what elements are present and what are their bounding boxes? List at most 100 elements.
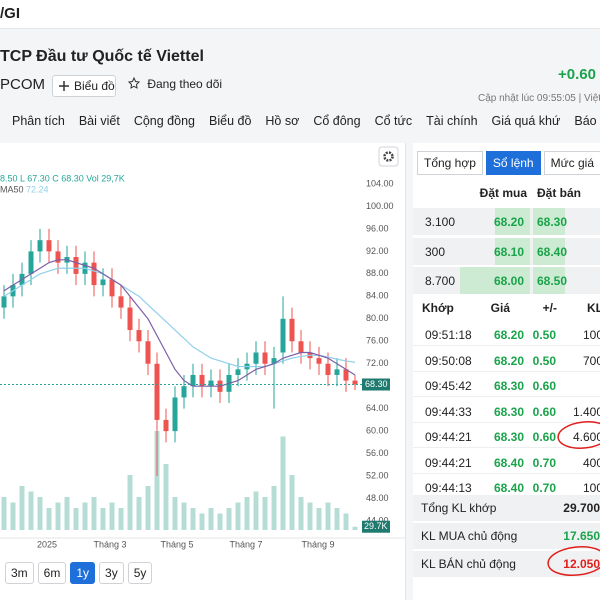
range-button[interactable]: 6m bbox=[37, 562, 67, 584]
ask-price: 68.30 bbox=[537, 215, 568, 229]
ticker: /GI bbox=[0, 5, 21, 22]
volume-bar bbox=[19, 486, 25, 530]
volume-bar bbox=[253, 491, 259, 530]
trade-price: 68.20 bbox=[493, 328, 524, 342]
trade-row-line bbox=[413, 396, 600, 397]
range-button[interactable]: 1y bbox=[70, 562, 96, 584]
candle-body bbox=[46, 240, 52, 252]
follow-button[interactable]: Đang theo dõi bbox=[127, 76, 223, 91]
nav-tabs: Phân tích Bài viết Cộng đồng Biểu đồ Hồ sơ Cổ… bbox=[12, 114, 600, 128]
summary-value: 29.700 bbox=[563, 501, 600, 515]
bid-price: 68.10 bbox=[493, 244, 524, 259]
candle-body bbox=[172, 397, 178, 432]
nav-tab[interactable]: Cổ tức bbox=[374, 114, 413, 128]
trade-price: 68.20 bbox=[493, 353, 524, 368]
range-button[interactable]: 5y bbox=[127, 562, 153, 584]
volume-bar bbox=[163, 464, 169, 530]
chart-panel: 8.50 L 67.30 C 68.30 Vol 29,7K MA50 72.24 4… bbox=[0, 143, 406, 600]
trade-volume: 4.600 bbox=[572, 430, 600, 444]
trade-price: 68.30 bbox=[493, 379, 524, 393]
trade-volume: 1.400 bbox=[572, 404, 600, 419]
candle-body bbox=[253, 352, 259, 364]
volume-bar bbox=[262, 497, 268, 530]
nav-tab[interactable]: Báo cáo bbox=[574, 114, 600, 128]
trade-price: 68.40 bbox=[493, 481, 524, 495]
x-tick-label: Tháng 3 bbox=[93, 539, 126, 549]
bid-volume: 8.700 bbox=[425, 274, 456, 288]
add-chart-button[interactable]: Biểu đồ bbox=[52, 75, 116, 97]
order-tab[interactable]: Mức giá bbox=[543, 151, 600, 175]
volume-bar bbox=[217, 513, 223, 530]
nav-tab[interactable]: Biểu đồ bbox=[209, 114, 252, 128]
trade-row-line bbox=[413, 345, 600, 346]
trade-change: 0.50 bbox=[532, 328, 556, 342]
volume-bar bbox=[298, 497, 304, 530]
order-tab[interactable]: Sổ lệnh bbox=[485, 151, 541, 175]
y-tick-label: 76.00 bbox=[366, 336, 389, 346]
candle-body bbox=[163, 419, 169, 432]
follow-icon bbox=[127, 76, 141, 89]
ask-highlight bbox=[533, 267, 565, 294]
volume-bar bbox=[235, 502, 241, 530]
x-tick-label: Tháng 5 bbox=[160, 539, 193, 549]
bid-volume: 3.100 bbox=[425, 215, 456, 229]
volume-bar bbox=[55, 502, 61, 530]
candle-body bbox=[316, 358, 322, 364]
candle-body bbox=[28, 251, 34, 274]
trade-price: 68.30 bbox=[493, 404, 524, 419]
candle-body bbox=[289, 318, 295, 342]
x-tick-label: Tháng 9 bbox=[301, 539, 334, 549]
y-tick-label: 48.00 bbox=[366, 493, 389, 503]
trade-change: 0.60 bbox=[532, 430, 556, 444]
add-chart-label: Biểu đồ bbox=[74, 79, 115, 93]
trade-row-line bbox=[413, 370, 600, 372]
top-bar: /GI bbox=[0, 0, 600, 29]
bid-highlight bbox=[495, 237, 530, 265]
trade-volume: 400 bbox=[582, 455, 600, 470]
ma-legend-value: 72.24 bbox=[26, 184, 49, 194]
candle-body bbox=[127, 307, 133, 331]
range-button[interactable]: 3m bbox=[5, 562, 34, 584]
follow-label: Đang theo dõi bbox=[147, 77, 223, 91]
trade-volume: 700 bbox=[582, 353, 600, 368]
candle-body bbox=[73, 257, 79, 274]
plus-icon bbox=[59, 81, 69, 91]
nav-tab[interactable]: Cộng đồng bbox=[133, 114, 195, 128]
y-tick-label: 56.00 bbox=[366, 448, 389, 458]
volume-bar bbox=[118, 508, 124, 530]
volume-bar bbox=[271, 486, 277, 530]
moving-average-line bbox=[3, 267, 356, 368]
ask-price: 68.40 bbox=[537, 244, 568, 259]
candle-body bbox=[109, 279, 115, 297]
trade-price: 68.30 bbox=[493, 430, 524, 444]
nav-tab[interactable]: Hồ sơ bbox=[265, 114, 300, 128]
nav-tab[interactable]: Phân tích bbox=[12, 114, 65, 128]
range-button[interactable]: 3y bbox=[99, 562, 124, 584]
order-tab[interactable]: Tổng hợp bbox=[417, 151, 483, 175]
candle-body bbox=[100, 279, 106, 286]
candle-body bbox=[208, 380, 214, 387]
ohlc-info: 8.50 L 67.30 C 68.30 Vol 29,7K bbox=[0, 173, 125, 183]
nav-tab[interactable]: Giá quá khứ bbox=[491, 114, 561, 128]
y-tick-label: 100.00 bbox=[366, 201, 394, 211]
x-tick-label: Tháng 7 bbox=[229, 539, 262, 549]
nav-tab[interactable]: Tài chính bbox=[426, 114, 478, 128]
gear-icon bbox=[383, 151, 394, 162]
volume-bar bbox=[1, 497, 7, 530]
volume-bar bbox=[208, 508, 214, 530]
trade-time: 09:51:18 bbox=[425, 328, 472, 342]
trade-time: 09:50:08 bbox=[425, 353, 472, 368]
volume-bar bbox=[28, 491, 34, 530]
settings-button[interactable] bbox=[378, 146, 399, 167]
volume-bar bbox=[181, 502, 187, 530]
trade-header: Giá bbox=[490, 301, 510, 315]
nav-tab[interactable]: Bài viết bbox=[78, 114, 120, 128]
price-change: +0.60 bbox=[558, 66, 596, 83]
book-header: Đặt bán bbox=[537, 186, 582, 200]
nav-tab[interactable]: Cổ đông bbox=[313, 114, 361, 128]
trade-change: 0.60 bbox=[532, 379, 556, 393]
